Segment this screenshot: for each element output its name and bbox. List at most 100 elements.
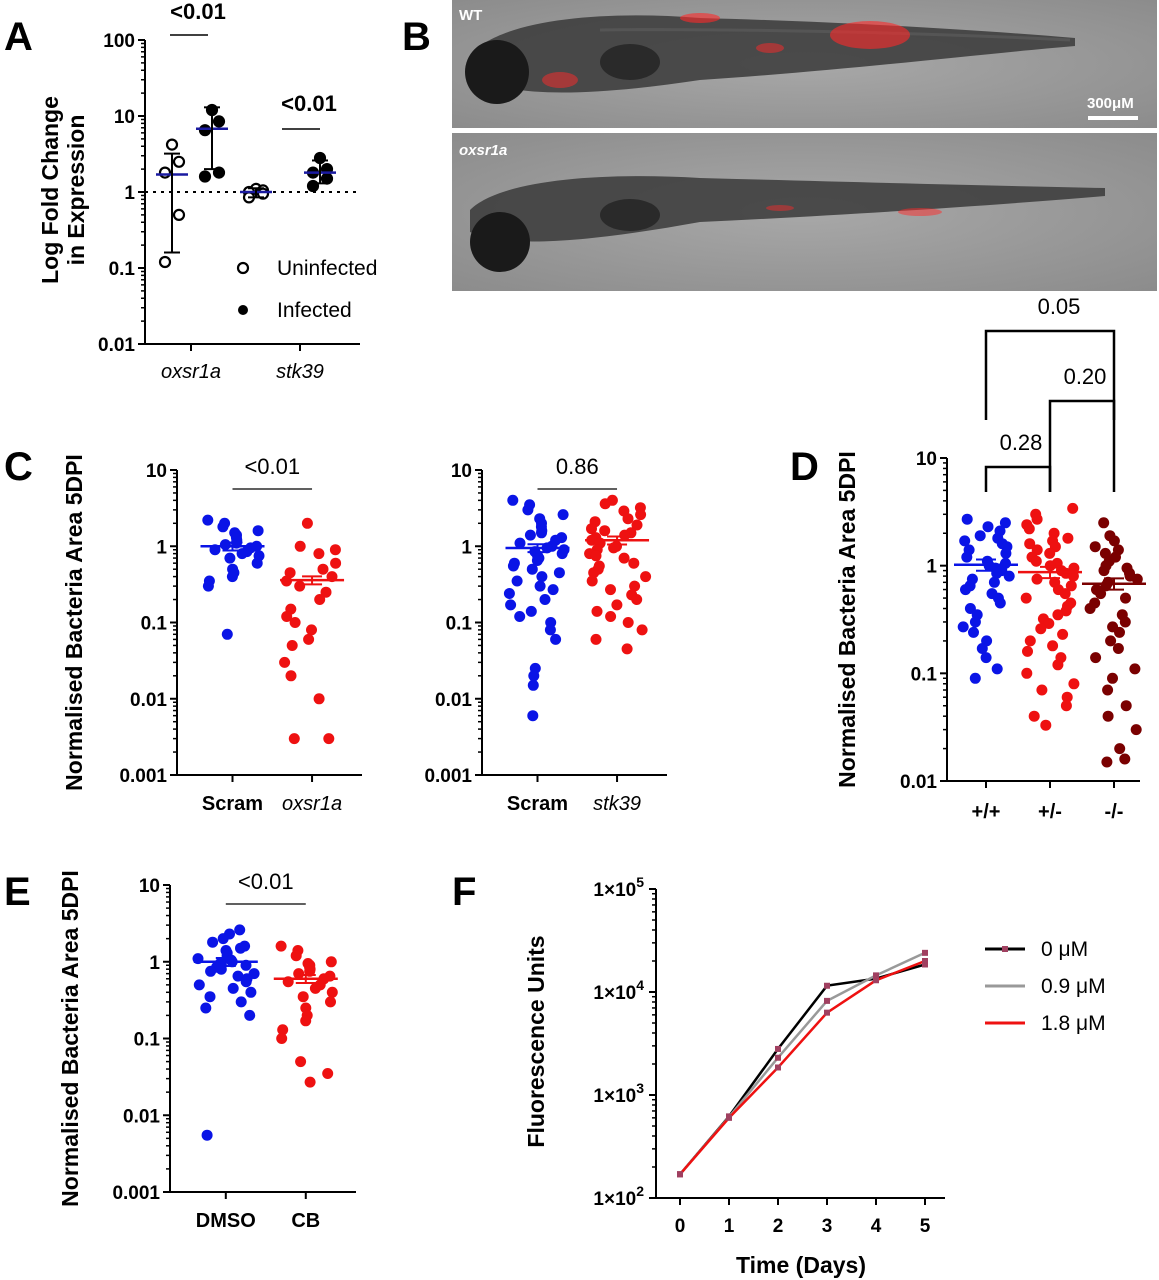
data-point	[201, 1129, 213, 1141]
x-tick-label: oxsr1a	[161, 361, 221, 383]
data-point	[235, 942, 246, 954]
data-point	[1052, 659, 1064, 671]
legend-label: Uninfected	[277, 257, 377, 280]
data-point	[234, 924, 246, 936]
y-tick-label: 1	[156, 537, 167, 558]
data-point	[1105, 635, 1117, 647]
y-tick-label: 1×105	[593, 874, 644, 901]
data-point	[974, 530, 986, 542]
data-point	[1000, 547, 1012, 559]
y-tick-label: 0.01	[435, 690, 472, 711]
data-point	[961, 551, 973, 563]
data-point	[1031, 513, 1043, 525]
data-point	[622, 617, 634, 628]
data-point	[1084, 603, 1096, 614]
data-point	[301, 517, 313, 529]
data-point	[279, 656, 291, 668]
data-point	[297, 991, 309, 1003]
data-point	[294, 580, 306, 592]
significance-label: <0.01	[244, 454, 300, 479]
data-point	[293, 968, 305, 980]
data-point	[1052, 609, 1064, 621]
y-tick-label: 0.01	[98, 335, 135, 356]
data-point	[300, 1015, 312, 1027]
data-point	[1102, 710, 1114, 722]
data-point	[204, 991, 216, 1003]
data-point	[198, 170, 212, 183]
x-tick-label: oxsr1a	[282, 793, 342, 815]
significance-label: <0.01	[238, 869, 294, 894]
data-point	[217, 521, 229, 533]
data-point	[1043, 618, 1055, 629]
data-point	[599, 525, 611, 537]
y-tick-label: 0.01	[123, 1106, 160, 1127]
significance-label: <0.01	[281, 91, 337, 116]
y-tick-label: 0.001	[112, 1183, 160, 1204]
data-point	[1031, 573, 1043, 585]
data-point	[550, 633, 562, 645]
x-tick-label: 0	[675, 1216, 686, 1237]
data-point	[1089, 541, 1101, 553]
y-tick-label: 0.01	[130, 690, 167, 711]
data-point	[635, 509, 647, 521]
data-point	[1060, 700, 1072, 712]
data-point	[507, 494, 519, 506]
data-point	[285, 670, 297, 682]
data-point	[304, 1076, 316, 1088]
data-point	[226, 571, 238, 583]
data-point	[959, 535, 971, 547]
data-point	[217, 933, 229, 945]
y-tick-label: 10	[139, 876, 160, 897]
data-point	[1120, 700, 1132, 712]
series-marker	[775, 1045, 781, 1052]
comparison-label: 0.28	[1000, 430, 1043, 455]
data-point	[980, 652, 992, 664]
chart-c-oxsr1a: 0.001 0.01 0.1 1 10 Normalised Bacteria Area …	[61, 454, 362, 815]
zebrafish-image-oxsr1a: oxsr1a	[452, 133, 1157, 291]
data-point	[526, 563, 538, 575]
chart-e: 0.001 0.01 0.1 1 10 Normalised Bacteria Area …	[57, 869, 356, 1232]
data-point	[303, 633, 315, 645]
data-point	[193, 979, 205, 991]
data-point	[1102, 684, 1114, 696]
data-point	[618, 552, 630, 564]
data-point	[968, 626, 979, 638]
data-point	[586, 575, 598, 587]
x-tick-label: Scram	[507, 793, 568, 815]
chart-d: 0.01 0.1 1 10 Normalised Bacteria Area 5DPI +…	[834, 294, 1146, 823]
data-point	[599, 498, 611, 510]
series-marker	[922, 949, 928, 956]
series-line	[679, 963, 926, 1176]
data-point	[1119, 753, 1131, 765]
legend-label: 1.8 μM	[1041, 1012, 1106, 1035]
panel-label-e: E	[4, 870, 31, 914]
x-tick-label: DMSO	[196, 1210, 256, 1232]
data-point	[281, 611, 293, 622]
data-point	[536, 527, 547, 539]
y-tick-label: 10	[916, 449, 937, 470]
data-point	[557, 509, 569, 521]
x-axis-label: Time (Days)	[736, 1252, 866, 1278]
y-axis-label: Log Fold Change	[37, 96, 63, 284]
data-point	[276, 1033, 288, 1044]
legend-marker-uninfected	[236, 261, 250, 275]
series-marker	[824, 1009, 830, 1016]
y-tick-label: 0.001	[424, 766, 472, 787]
data-point	[1065, 580, 1077, 592]
data-point	[207, 936, 219, 948]
y-tick-label: 0.01	[900, 772, 937, 793]
significance-label: <0.01	[170, 0, 226, 24]
data-point	[212, 115, 226, 128]
zebrafish-image-wt: WT 300μM	[452, 0, 1157, 128]
data-point	[1036, 684, 1048, 696]
comparison-bracket	[984, 465, 1052, 492]
data-point	[221, 628, 233, 640]
image-label-oxsr1a: oxsr1a	[459, 142, 507, 159]
chart-f: 1×102 1×103 1×104 1×105 Fluorescence Units 0 1…	[523, 874, 1106, 1278]
data-point	[505, 599, 517, 611]
data-point	[275, 940, 287, 952]
data-point	[165, 138, 179, 151]
data-point	[636, 624, 648, 636]
y-tick-label: 0.1	[141, 614, 168, 635]
data-point	[252, 525, 264, 537]
